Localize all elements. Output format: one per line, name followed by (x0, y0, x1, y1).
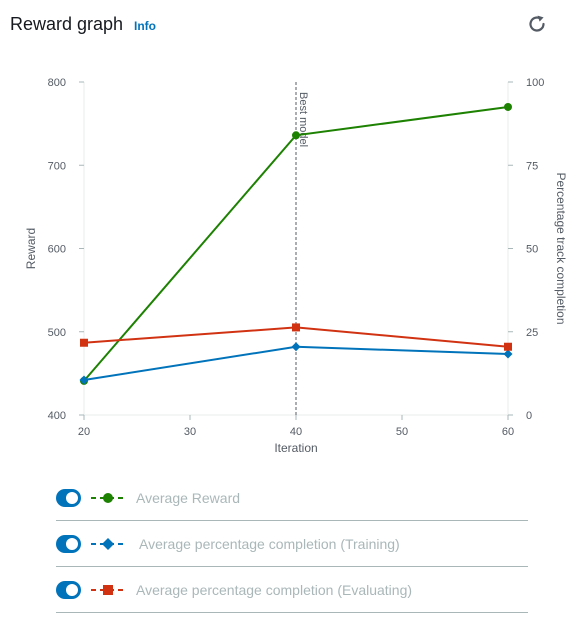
evaluating-point (504, 342, 512, 351)
y-tick-label: 600 (48, 244, 66, 256)
training-point (79, 375, 89, 385)
training-point (503, 349, 513, 359)
refresh-icon[interactable] (525, 12, 549, 36)
toggle-knob (66, 538, 78, 550)
circle-marker-icon (91, 493, 125, 503)
x-axis-title: Iteration (274, 441, 317, 455)
y2-axis-title: Percentage track completion (554, 172, 568, 324)
x-tick-label: 40 (290, 426, 302, 438)
y-axis-title: Reward (24, 228, 38, 269)
legend-item-evaluating[interactable]: Average percentage completion (Evaluatin… (56, 568, 528, 613)
x-tick-label: 20 (78, 426, 90, 438)
y2-tick-label: 50 (526, 244, 538, 256)
square-marker-icon (91, 585, 125, 595)
header: Reward graph Info (10, 12, 570, 40)
y-tick-label: 800 (48, 77, 66, 89)
y-tick-label: 700 (48, 160, 66, 172)
toggle-evaluating[interactable] (56, 581, 81, 599)
evaluating-point (80, 338, 88, 347)
y2-tick-label: 0 (526, 410, 532, 422)
diamond-marker-icon (91, 538, 125, 550)
x-tick-label: 50 (396, 426, 408, 438)
legend-item-average-reward[interactable]: Average Reward (56, 476, 528, 521)
best-model-label: Best model (297, 92, 309, 147)
reward-point (292, 131, 300, 140)
y-tick-label: 400 (48, 410, 66, 422)
chart-legend: Average Reward Average percentage comple… (56, 476, 528, 614)
toggle-knob (66, 492, 78, 504)
y2-tick-label: 25 (526, 327, 538, 339)
toggle-knob (66, 584, 78, 596)
legend-label-average-reward: Average Reward (136, 490, 241, 506)
reward-point (504, 102, 512, 111)
legend-label-training: Average percentage completion (Training) (139, 536, 400, 552)
legend-item-training[interactable]: Average percentage completion (Training) (56, 522, 528, 567)
toggle-average-reward[interactable] (56, 489, 81, 507)
legend-label-evaluating: Average percentage completion (Evaluatin… (136, 582, 413, 598)
page-title: Reward graph (10, 14, 124, 34)
x-tick-label: 30 (184, 426, 196, 438)
x-tick-label: 60 (502, 426, 514, 438)
evaluating-point (292, 323, 300, 332)
y2-tick-label: 75 (526, 160, 538, 172)
y2-tick-label: 100 (526, 77, 544, 89)
reward-chart: 400 500 600 700 800 0 25 50 75 100 20 30 40 50 60 Itera… (0, 60, 580, 470)
y-tick-label: 500 (48, 327, 66, 339)
info-link[interactable]: Info (134, 19, 156, 33)
chart-svg: 400 500 600 700 800 0 25 50 75 100 20 30 40 50 60 Itera… (24, 77, 568, 455)
training-point (291, 342, 301, 352)
toggle-training[interactable] (56, 535, 81, 553)
